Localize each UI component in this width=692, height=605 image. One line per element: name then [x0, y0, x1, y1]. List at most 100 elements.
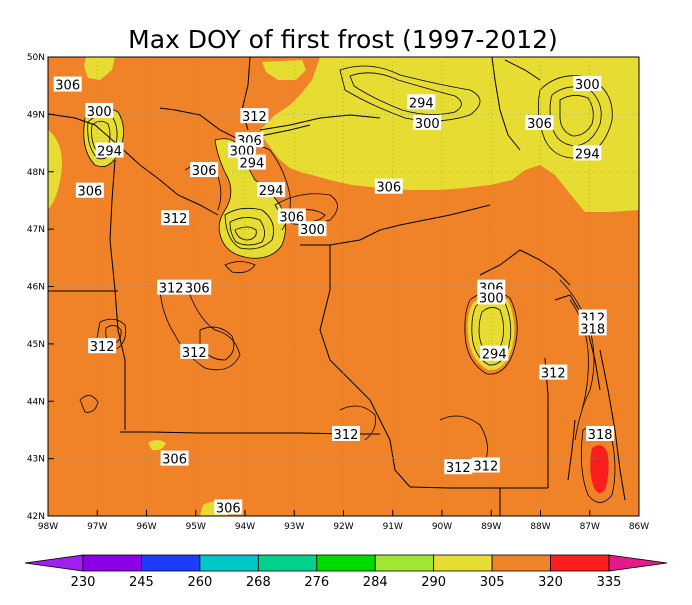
- x-tick-label: 88W: [530, 522, 550, 532]
- contour-label: 312: [157, 279, 186, 297]
- contour-label-box: [477, 289, 506, 305]
- contour-label-box: [374, 178, 403, 194]
- contour-label-box: [157, 279, 186, 295]
- contour-label-text: 294: [97, 145, 122, 160]
- contour-label-text: 306: [192, 164, 217, 179]
- contour-label-box: [573, 145, 602, 161]
- contour-label-text: 300: [575, 78, 600, 93]
- contour-label-box: [525, 114, 554, 130]
- x-tick-label: 97W: [87, 522, 107, 532]
- x-tick-label: 95W: [186, 522, 206, 532]
- contour-label: 300: [477, 289, 506, 306]
- x-tick-label: 93W: [284, 522, 304, 532]
- contour-label-box: [237, 154, 266, 170]
- x-tick-label: 96W: [136, 522, 156, 532]
- contour-label: 300: [85, 102, 114, 120]
- contour-label-box: [190, 162, 219, 178]
- contour-label: 312: [331, 425, 360, 443]
- y-tick-label: 46N: [27, 283, 45, 293]
- contour-label-box: [578, 320, 607, 336]
- yellow-region-west-edge: [48, 130, 62, 210]
- colorbar-max-triangle: [608, 554, 668, 572]
- contour-label: 306: [75, 182, 104, 200]
- contour-label-box: [413, 114, 442, 130]
- x-tick-label: 86W: [629, 522, 649, 532]
- y-tick-label: 50N: [27, 53, 45, 63]
- contour-label-box: [480, 345, 509, 361]
- contour-label: 306: [525, 114, 554, 132]
- contour-label-box: [573, 75, 602, 91]
- y-tick-label: 43N: [27, 455, 45, 465]
- contour-label: 294: [480, 345, 509, 363]
- colorbar-label: 305: [480, 575, 505, 590]
- contour-label-box: [180, 343, 209, 359]
- colorbar-label: 276: [304, 575, 329, 590]
- colorbar-label: 260: [187, 575, 212, 590]
- contour-label-text: 294: [409, 96, 434, 111]
- contour-label-text: 312: [163, 212, 188, 227]
- contour-label-text: 300: [87, 105, 112, 120]
- contour-label-box: [95, 142, 124, 158]
- contour-label-box: [471, 457, 500, 473]
- contour-label: 306: [183, 279, 212, 297]
- contour-label: 312: [88, 338, 117, 355]
- contour-label-box: [160, 450, 189, 466]
- x-tick-label: 94W: [235, 522, 255, 532]
- contour-label: 306: [160, 450, 189, 468]
- contour-label-text: 294: [482, 348, 507, 363]
- contour-label-box: [240, 108, 269, 124]
- contour-label: 312: [180, 343, 209, 361]
- colorbar-label: 284: [363, 575, 388, 590]
- x-tick-label: 90W: [432, 522, 452, 532]
- colorbar-segment: [491, 554, 551, 572]
- contour-label-box: [407, 94, 436, 110]
- contour-label-text: 294: [575, 147, 600, 162]
- x-tick-label: 98W: [38, 522, 58, 532]
- contour-label: 312: [161, 210, 190, 227]
- contour-label: 318: [578, 320, 607, 337]
- x-tick-label: 92W: [333, 522, 353, 532]
- contour-label: 312: [444, 459, 473, 476]
- y-tick-label: 44N: [27, 397, 45, 407]
- colorbar-segment: [82, 554, 142, 572]
- colorbar-segment: [433, 554, 493, 572]
- contour-label-box: [214, 499, 243, 515]
- contour-label-text: 300: [300, 223, 325, 238]
- contour-label-text: 300: [479, 291, 504, 306]
- x-tick-label: 91W: [383, 522, 403, 532]
- contour-label: 306: [374, 178, 403, 196]
- contour-label: 294: [95, 142, 124, 160]
- colorbar-segment: [316, 554, 376, 572]
- contour-label-text: 294: [259, 184, 284, 199]
- colorbar-label: 268: [246, 575, 271, 590]
- contour-label-text: 318: [580, 322, 605, 337]
- contour-label-text: 306: [279, 211, 304, 226]
- colorbar-label: 230: [71, 575, 96, 590]
- contour-label: 306: [214, 499, 243, 516]
- axes: 98W 97W 96W 95W 94W 93W 92W 91W 90W 89W 88W 87W 86W 4…: [27, 53, 649, 532]
- contour-label: 318: [586, 425, 615, 443]
- contour-label-text: 306: [216, 501, 241, 516]
- contour-label-box: [277, 208, 306, 224]
- yellow-region-top-left-strip: [84, 57, 115, 80]
- contour-label-box: [75, 182, 104, 198]
- x-tick-label: 87W: [580, 522, 600, 532]
- yellow-region-top-center: [262, 60, 306, 80]
- contour-label-text: 300: [415, 117, 440, 132]
- contour-label: 300: [413, 114, 442, 132]
- contour-label-box: [257, 182, 286, 198]
- colorbar-label: 245: [129, 575, 154, 590]
- contour-label: 312: [240, 108, 269, 125]
- contour-label-text: 306: [527, 117, 552, 132]
- contour-label-text: 312: [182, 346, 207, 361]
- colorbar-segment: [141, 554, 201, 572]
- contour-label: 294: [237, 154, 266, 172]
- contour-label-text: 312: [473, 460, 498, 475]
- contour-label-box: [298, 221, 327, 237]
- contour-label-text: 318: [588, 428, 613, 443]
- contour-label: 306: [277, 208, 306, 226]
- contour-label-box: [444, 459, 473, 475]
- colorbar: 230 245 260 268 276 284 290 305 320 335: [24, 554, 668, 590]
